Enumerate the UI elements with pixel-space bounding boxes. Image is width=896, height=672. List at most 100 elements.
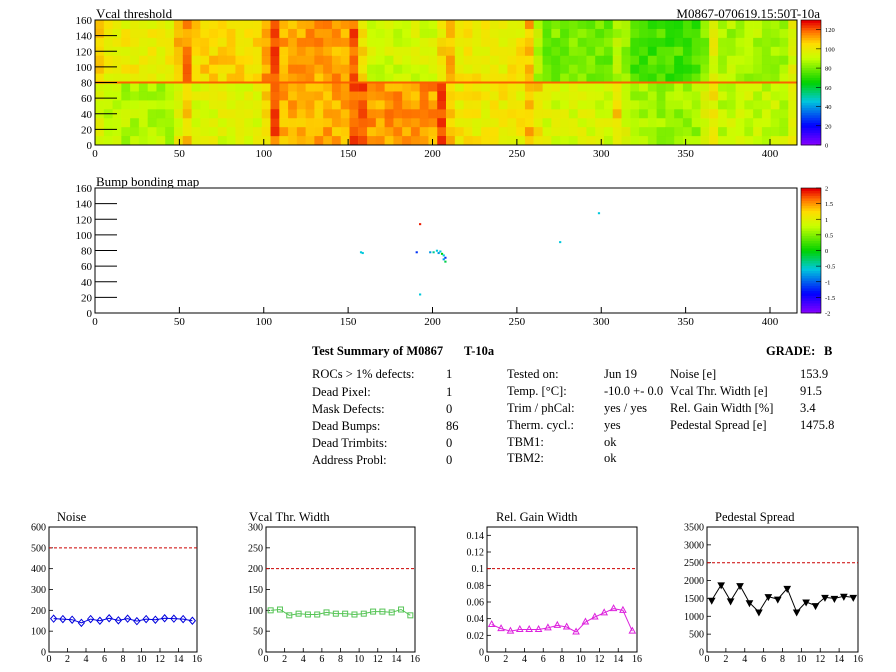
pixel-patch: [586, 37, 596, 48]
colorbar-tick-label: 100: [825, 46, 835, 53]
data-point: [105, 613, 113, 623]
pixel-patch: [384, 82, 394, 92]
pixel-patch: [507, 73, 517, 83]
pixel-patch: [121, 127, 131, 137]
pixel-patch: [226, 28, 236, 39]
pixel-patch: [200, 46, 210, 57]
pixel-patch: [384, 28, 394, 39]
data-point: [96, 616, 104, 626]
defect-pixel: [429, 251, 432, 254]
pixel-patch: [595, 118, 605, 128]
pixel-patch: [209, 118, 219, 128]
pixel-patch: [568, 46, 578, 57]
pixel-patch: [603, 20, 614, 30]
x-tick-label: 8: [780, 654, 785, 665]
pixel-patch: [586, 82, 596, 92]
pixel-patch: [209, 73, 219, 83]
pixel-patch: [217, 82, 227, 92]
colorbar-step: [801, 132, 821, 136]
defect-label: Dead Pixel:: [312, 385, 371, 399]
pixel-patch: [744, 20, 754, 30]
pixel-patch: [665, 28, 675, 39]
pixel-patch: [323, 64, 333, 74]
pixel-patch: [165, 82, 175, 92]
pixel-patch: [489, 28, 499, 39]
pixel-patch: [647, 55, 657, 65]
x-tick-label: 200: [424, 316, 441, 328]
colorbar-tick-label: 20: [825, 123, 832, 130]
pixel-patch: [718, 37, 728, 48]
pixel-patch: [103, 20, 113, 30]
pixel-patch: [121, 82, 131, 92]
pixel-patch: [560, 82, 570, 92]
data-point: [581, 617, 590, 625]
pixel-patch: [726, 46, 736, 57]
pixel-patch: [446, 73, 456, 83]
pixel-patch: [472, 28, 482, 39]
pixel-patch: [331, 20, 341, 30]
pixel-patch: [779, 37, 789, 48]
pixel-patch: [761, 127, 771, 137]
colorbar-step: [801, 85, 821, 88]
pixel-patch: [393, 118, 403, 128]
pixel-patch: [612, 73, 622, 83]
condition-value: yes / yes: [604, 401, 648, 415]
data-point: [830, 595, 839, 603]
pixel-patch: [384, 91, 394, 101]
colorbar-step: [801, 270, 821, 274]
x-tick-label: 2: [503, 654, 508, 665]
pixel-patch: [595, 37, 605, 48]
pixel-patch: [788, 109, 798, 119]
colorbar-step: [801, 130, 821, 133]
pixel-patch: [437, 28, 447, 39]
x-tick-label: 4: [742, 654, 747, 665]
pixel-patch: [726, 91, 736, 101]
pixel-patch: [647, 82, 657, 92]
colorbar-step: [801, 45, 821, 48]
colorbar-step: [801, 233, 821, 236]
pixel-patch: [165, 127, 175, 137]
pixel-patch: [147, 109, 157, 119]
pixel-patch: [577, 73, 587, 83]
pixel-patch: [235, 64, 245, 74]
pixel-patch: [674, 109, 684, 119]
data-point: [792, 609, 801, 617]
condition-label: TBM2:: [507, 451, 544, 465]
pixel-patch: [384, 100, 394, 110]
x-tick-label: 400: [762, 316, 779, 328]
colorbar-step: [801, 35, 821, 38]
pixel-patch: [428, 20, 438, 30]
pixel-patch: [235, 109, 245, 119]
pixel-patch: [489, 118, 499, 128]
pixel-patch: [788, 64, 798, 74]
defect-pixel: [359, 251, 363, 254]
x-tick-label: 6: [319, 654, 324, 665]
pixel-patch: [419, 28, 429, 39]
colorbar-step: [801, 203, 821, 206]
data-point: [590, 612, 599, 620]
pixel-patch: [472, 127, 482, 137]
pixel-patch: [674, 82, 684, 92]
pixel-patch: [410, 109, 420, 119]
pixel-patch: [691, 37, 701, 48]
colorbar-step: [801, 248, 821, 251]
pixel-patch: [761, 55, 771, 65]
pixel-patch: [384, 46, 394, 57]
pixel-patch: [288, 28, 298, 39]
pixel-patch: [726, 82, 736, 92]
pixel-patch: [209, 46, 219, 57]
pixel-patch: [428, 118, 438, 128]
pixel-patch: [472, 82, 482, 92]
pixel-patch: [393, 46, 403, 57]
data-point: [755, 609, 763, 617]
pixel-patch: [463, 37, 473, 48]
pixel-patch: [753, 109, 763, 119]
pixel-patch: [788, 82, 798, 92]
pixel-patch: [647, 46, 657, 57]
plot-frame: [706, 526, 859, 653]
x-tick-label: 100: [256, 316, 273, 328]
y-tick-label: 140: [76, 199, 93, 211]
y-tick-label: 600: [31, 523, 46, 534]
pixel-patch: [595, 82, 605, 92]
